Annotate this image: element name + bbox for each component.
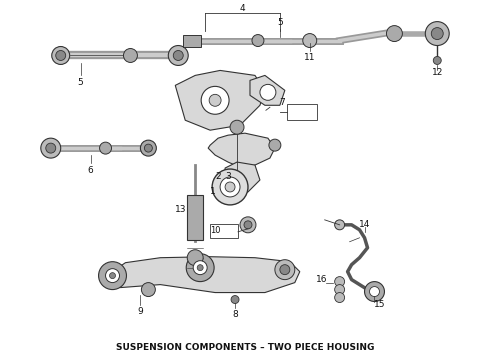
Circle shape (244, 221, 252, 229)
Circle shape (56, 50, 66, 60)
Circle shape (142, 283, 155, 297)
Text: 9: 9 (138, 307, 143, 316)
Circle shape (145, 144, 152, 152)
Circle shape (186, 254, 214, 282)
Text: 10: 10 (210, 226, 220, 235)
Text: 16: 16 (316, 275, 327, 284)
Circle shape (209, 94, 221, 106)
Text: 13: 13 (174, 206, 186, 215)
Circle shape (98, 262, 126, 289)
Circle shape (201, 86, 229, 114)
Circle shape (260, 84, 276, 100)
Polygon shape (175, 71, 265, 130)
Circle shape (433, 57, 441, 64)
Circle shape (52, 46, 70, 64)
Text: 5: 5 (78, 78, 83, 87)
Circle shape (387, 26, 402, 41)
Polygon shape (225, 162, 260, 195)
Circle shape (335, 276, 344, 287)
Circle shape (225, 182, 235, 192)
Text: 5: 5 (277, 18, 283, 27)
Bar (287, 104, 317, 120)
Text: 7: 7 (279, 98, 285, 107)
Bar (183, 35, 201, 46)
Circle shape (335, 293, 344, 302)
Polygon shape (250, 75, 285, 105)
Circle shape (425, 22, 449, 45)
Circle shape (141, 140, 156, 156)
Text: 14: 14 (359, 220, 370, 229)
Circle shape (335, 220, 344, 230)
Circle shape (240, 217, 256, 233)
Text: 11: 11 (304, 53, 316, 62)
Text: 6: 6 (88, 166, 94, 175)
Circle shape (197, 265, 203, 271)
Circle shape (335, 285, 344, 294)
Bar (187, 195, 203, 240)
Text: 15: 15 (374, 300, 385, 309)
Circle shape (275, 260, 295, 280)
Circle shape (220, 177, 240, 197)
Text: 8: 8 (232, 310, 238, 319)
Polygon shape (100, 257, 300, 293)
Circle shape (252, 35, 264, 46)
Text: 4: 4 (239, 4, 245, 13)
Circle shape (110, 273, 116, 279)
Circle shape (173, 50, 183, 60)
Circle shape (41, 138, 61, 158)
Bar (210, 224, 238, 238)
Circle shape (187, 250, 203, 266)
Text: 1: 1 (210, 188, 216, 197)
Circle shape (168, 45, 188, 66)
Circle shape (193, 261, 207, 275)
Polygon shape (208, 133, 275, 168)
Circle shape (99, 142, 112, 154)
Text: 3: 3 (225, 171, 231, 180)
Circle shape (123, 49, 137, 62)
Circle shape (369, 287, 379, 297)
Circle shape (269, 139, 281, 151)
Circle shape (365, 282, 385, 302)
Circle shape (46, 143, 56, 153)
Circle shape (231, 296, 239, 303)
Circle shape (105, 269, 120, 283)
Circle shape (303, 33, 317, 48)
Text: SUSPENSION COMPONENTS – TWO PIECE HOUSING: SUSPENSION COMPONENTS – TWO PIECE HOUSIN… (116, 343, 374, 352)
Circle shape (280, 265, 290, 275)
Text: 12: 12 (432, 68, 443, 77)
Circle shape (431, 28, 443, 40)
Circle shape (212, 169, 248, 205)
Circle shape (230, 120, 244, 134)
Text: 2: 2 (215, 171, 221, 180)
